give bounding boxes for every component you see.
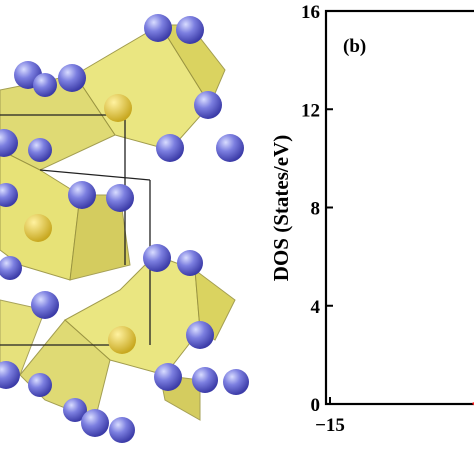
y-tick-label: 4 bbox=[311, 297, 321, 318]
panel-label: (b) bbox=[343, 36, 366, 57]
crystal-structure-panel bbox=[0, 14, 249, 443]
y-tick-label: 16 bbox=[301, 2, 320, 23]
dos-plot: (b) DOS (States/eV) 0 4 8 12 16 −15−10 bbox=[269, 2, 474, 436]
anion-atoms bbox=[0, 14, 249, 443]
y-tick-label: 8 bbox=[311, 199, 321, 220]
y-axis: 0 4 8 12 16 bbox=[301, 2, 333, 416]
y-axis-title: DOS (States/eV) bbox=[269, 135, 293, 281]
plot-frame bbox=[324, 9, 474, 406]
x-axis: −15−10 bbox=[315, 397, 345, 436]
y-tick-label: 0 bbox=[311, 395, 321, 416]
center-atoms bbox=[24, 94, 136, 354]
y-tick-label: 12 bbox=[301, 100, 320, 121]
x-tick-label: −15 bbox=[315, 415, 345, 436]
